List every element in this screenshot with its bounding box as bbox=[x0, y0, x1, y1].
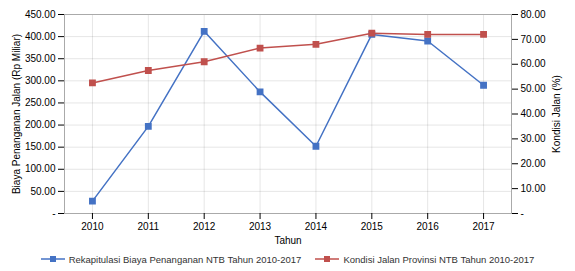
svg-text:150.00: 150.00 bbox=[25, 141, 56, 152]
svg-text:50.00: 50.00 bbox=[30, 186, 55, 197]
svg-text:200.00: 200.00 bbox=[25, 119, 56, 130]
svg-text:-: - bbox=[521, 208, 524, 219]
svg-text:2012: 2012 bbox=[193, 221, 216, 232]
svg-text:2010: 2010 bbox=[81, 221, 104, 232]
svg-text:Tahun: Tahun bbox=[274, 235, 301, 246]
svg-text:Biaya Penanganan Jalan (Rp Mil: Biaya Penanganan Jalan (Rp Miliar) bbox=[11, 34, 22, 194]
svg-text:400.00: 400.00 bbox=[25, 31, 56, 42]
html-text:Rekapitulasi Biaya Penanganan: Rekapitulasi Biaya Penanganan NTB Tahun … bbox=[68, 253, 302, 265]
svg-text:2017: 2017 bbox=[472, 221, 495, 232]
svg-text:2014: 2014 bbox=[305, 221, 328, 232]
svg-text:70.00: 70.00 bbox=[521, 34, 546, 45]
svg-text:80.00: 80.00 bbox=[521, 9, 546, 20]
svg-text:2016: 2016 bbox=[417, 221, 440, 232]
html-text:Kondisi Jalan Provinsi NTB Tah: Kondisi Jalan Provinsi NTB Tahun 2010-20… bbox=[343, 253, 535, 265]
svg-text:300.00: 300.00 bbox=[25, 75, 56, 86]
svg-text:30.00: 30.00 bbox=[521, 133, 546, 144]
svg-text:60.00: 60.00 bbox=[521, 58, 546, 69]
svg-text:450.00: 450.00 bbox=[25, 9, 56, 20]
svg-text:100.00: 100.00 bbox=[25, 163, 56, 174]
svg-text:50.00: 50.00 bbox=[521, 83, 546, 94]
svg-text:2013: 2013 bbox=[249, 221, 272, 232]
svg-text:-: - bbox=[52, 208, 55, 219]
svg-text:250.00: 250.00 bbox=[25, 97, 56, 108]
svg-text:20.00: 20.00 bbox=[521, 158, 546, 169]
svg-text:2015: 2015 bbox=[361, 221, 384, 232]
svg-text:2011: 2011 bbox=[138, 221, 160, 232]
svg-text:350.00: 350.00 bbox=[25, 53, 56, 64]
svg-text:Kondisi Jalan (%): Kondisi Jalan (%) bbox=[551, 75, 562, 153]
svg-text:10.00: 10.00 bbox=[521, 183, 546, 194]
svg-text:40.00: 40.00 bbox=[521, 108, 546, 119]
